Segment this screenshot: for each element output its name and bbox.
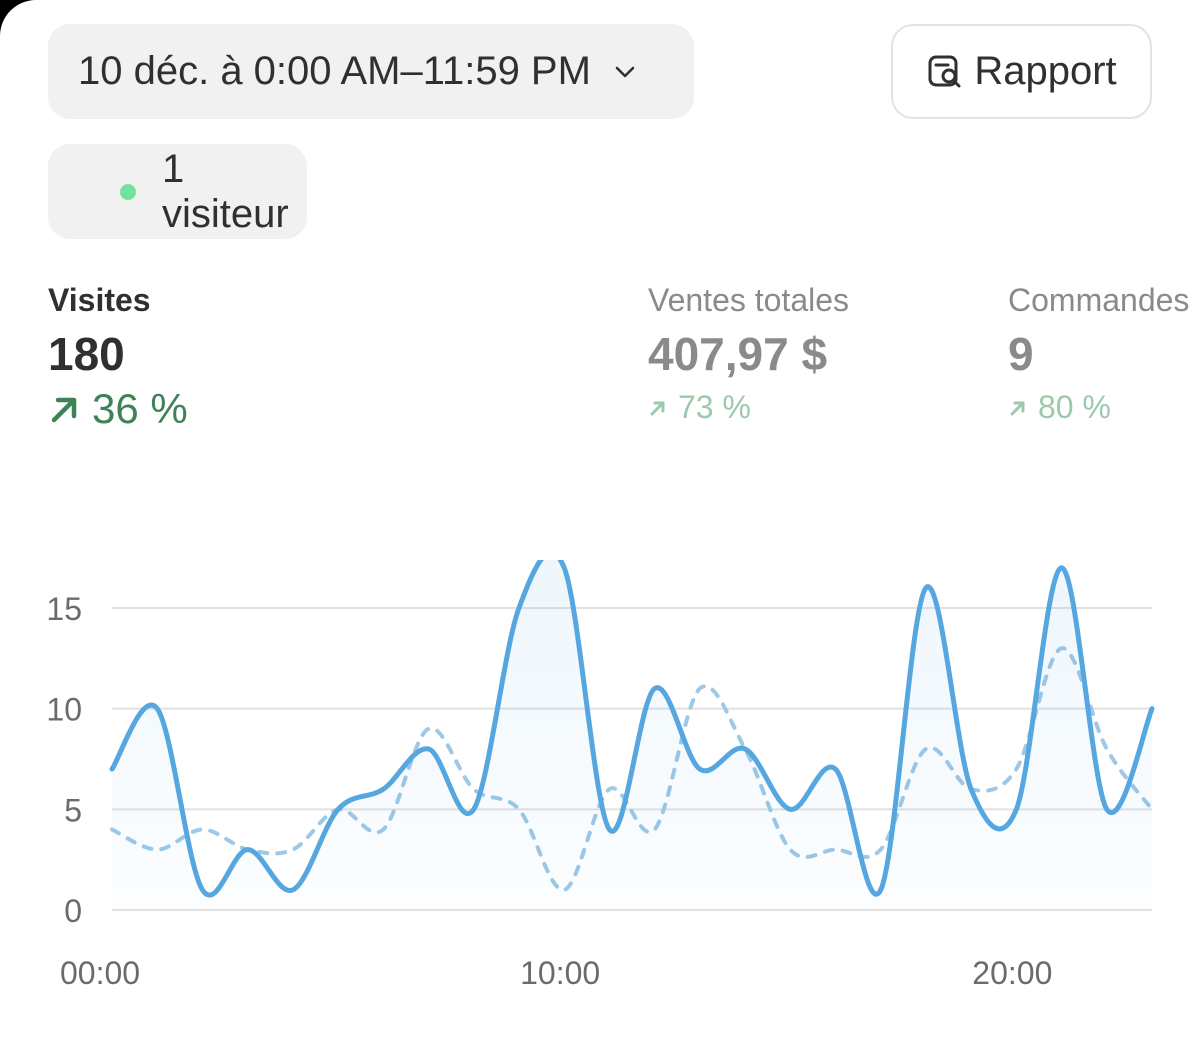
metric-value: 407,97 $ (648, 328, 828, 380)
comparison-data-point (694, 683, 706, 695)
live-visitors-badge[interactable]: 1 visiteur (48, 144, 307, 239)
report-search-icon (926, 53, 964, 91)
visits-data-point (603, 823, 615, 835)
visits-data-point (242, 844, 254, 856)
visits-data-point (151, 703, 163, 715)
visits-data-point (287, 884, 299, 896)
metric-delta: 73 % (648, 389, 849, 426)
visits-data-point (739, 743, 751, 755)
y-tick-label: 5 (64, 792, 82, 828)
x-tick-label: 00:00 (60, 955, 140, 991)
metric-label: Commandes (1008, 282, 1190, 318)
metric-value: 180 (48, 328, 125, 380)
live-status-dot (120, 183, 136, 200)
chevron-down-icon (613, 60, 637, 84)
visits-data-point (332, 803, 344, 815)
x-tick-label: 20:00 (972, 955, 1052, 991)
metric-visits[interactable]: Visites 180 36 % (48, 282, 188, 433)
y-tick-label: 15 (46, 591, 82, 627)
comparison-data-point (603, 783, 615, 795)
metric-delta: 80 % (1008, 389, 1200, 426)
visits-data-point (1146, 703, 1158, 715)
visits-data-point (649, 683, 661, 695)
comparison-data-point (196, 823, 208, 835)
comparison-data-point (423, 723, 435, 735)
visits-data-point (1101, 803, 1113, 815)
metric-value: 9 (1008, 328, 1034, 380)
arrow-up-right-icon (48, 392, 82, 426)
comparison-data-point (875, 844, 887, 856)
y-tick-label: 0 (64, 893, 82, 929)
visits-data-point (965, 783, 977, 795)
metric-delta-value: 80 % (1038, 389, 1111, 425)
arrow-up-right-icon (648, 398, 668, 418)
report-button-label: Rapport (974, 49, 1117, 93)
visits-series-line (109, 560, 1155, 898)
report-button[interactable]: Rapport (891, 24, 1152, 119)
comparison-data-point (1101, 743, 1113, 755)
date-range-label: 10 déc. à 0:00 AM–11:59 PM (78, 49, 591, 93)
metric-label: Visites (48, 282, 151, 318)
x-tick-label: 10:00 (520, 955, 600, 991)
arrow-up-right-icon (1008, 398, 1028, 418)
visits-data-point (829, 763, 841, 775)
series-area (112, 560, 1152, 910)
visits-data-point (423, 743, 435, 755)
visits-data-point (784, 803, 796, 815)
y-tick-label: 10 (46, 692, 82, 728)
comparison-data-point (287, 844, 299, 856)
visits-data-point (694, 763, 706, 775)
visits-data-point (558, 562, 570, 574)
visits-data-point (377, 783, 389, 795)
live-visitors-label: 1 visiteur (162, 146, 289, 236)
metric-delta: 36 % (48, 385, 188, 433)
visits-data-point (875, 884, 887, 896)
visits-line-chart[interactable]: 0 5 10 15 00:00 10:00 20:00 (0, 560, 1200, 1020)
metric-label: Ventes totales (648, 282, 850, 318)
metric-total-sales[interactable]: Ventes totales 407,97 $ 73 % (648, 282, 849, 426)
visits-data-point (1010, 803, 1022, 815)
visits-data-point (468, 803, 480, 815)
visits-data-point (920, 582, 932, 594)
metric-delta-value: 73 % (678, 389, 751, 425)
visits-data-point (196, 884, 208, 896)
visits-data-point (106, 763, 118, 775)
visits-data-point (513, 602, 525, 614)
date-range-selector[interactable]: 10 déc. à 0:00 AM–11:59 PM (48, 24, 694, 119)
metric-delta-value: 36 % (92, 385, 188, 432)
visits-data-point (1056, 562, 1068, 574)
comparison-data-point (1010, 763, 1022, 775)
metric-orders[interactable]: Commandes 9 80 % (1008, 282, 1200, 426)
